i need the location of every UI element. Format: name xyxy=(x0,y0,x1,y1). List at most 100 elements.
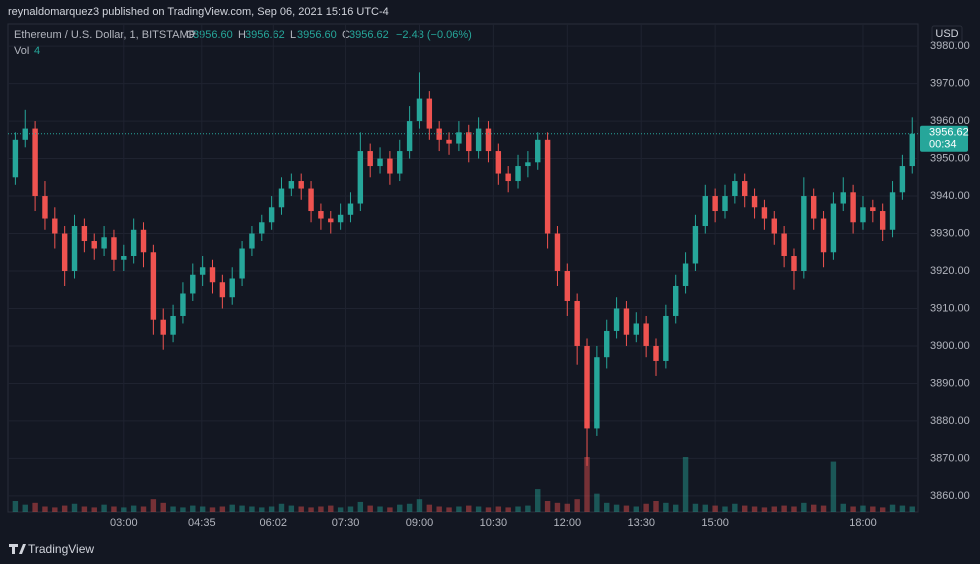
candle xyxy=(170,304,176,343)
candle-body xyxy=(111,237,117,260)
candle xyxy=(564,263,571,316)
volume-bar xyxy=(653,501,659,512)
volume-bar xyxy=(140,506,147,512)
candle xyxy=(732,173,738,204)
volume-bar xyxy=(71,503,78,512)
volume-bar xyxy=(308,507,314,512)
candle xyxy=(446,132,452,155)
candle-body xyxy=(475,128,482,152)
x-tick-label: 06:02 xyxy=(260,517,288,529)
volume-bar xyxy=(81,506,88,512)
candle-body xyxy=(781,233,787,257)
volume-bar xyxy=(889,504,896,512)
candle-body xyxy=(682,263,689,286)
volume-bar xyxy=(199,506,206,512)
candle xyxy=(604,319,610,369)
volume-bar xyxy=(781,505,787,512)
volume-bar xyxy=(61,505,68,512)
volume-bar xyxy=(850,506,856,512)
candle xyxy=(712,188,718,223)
candle-body xyxy=(791,256,797,271)
volume-bar xyxy=(840,503,846,512)
candle xyxy=(239,241,245,286)
volume-bar xyxy=(170,506,176,512)
candle-body xyxy=(751,196,758,208)
candle-body xyxy=(801,196,807,271)
volume-bar xyxy=(751,506,758,512)
candle xyxy=(61,226,68,286)
volume-bar xyxy=(278,503,285,512)
y-tick-label: 3940.00 xyxy=(930,190,970,202)
volume-bar xyxy=(899,505,906,512)
currency[interactable]: USD xyxy=(935,28,958,40)
currency-box[interactable] xyxy=(931,25,963,43)
candle xyxy=(219,274,226,309)
candle xyxy=(820,211,827,268)
candle-body xyxy=(219,282,226,298)
candle xyxy=(42,181,48,230)
candle-body xyxy=(121,256,127,260)
plot-frame xyxy=(7,23,919,513)
volume-bar xyxy=(554,502,561,512)
candle-body xyxy=(584,345,590,429)
x-tick-label: 12:00 xyxy=(554,517,582,529)
volume-bar xyxy=(673,504,679,512)
volume-bar xyxy=(771,506,777,512)
candle xyxy=(544,132,551,249)
candle-body xyxy=(879,211,886,230)
ohlc-key: L xyxy=(290,29,296,41)
candle xyxy=(121,244,127,271)
candle xyxy=(741,173,748,208)
volume-bar xyxy=(692,503,699,512)
candle-body xyxy=(101,237,107,249)
volume-bar xyxy=(406,503,413,512)
candle-body xyxy=(288,181,295,189)
candle xyxy=(702,184,708,234)
candle-body xyxy=(613,308,620,331)
candle xyxy=(308,181,314,223)
candle xyxy=(328,211,334,234)
candle-body xyxy=(535,139,541,163)
candle xyxy=(771,211,777,245)
volume-bar xyxy=(870,506,876,512)
volume-bar xyxy=(525,505,531,512)
candle xyxy=(692,214,699,271)
candle xyxy=(889,181,896,238)
volume-bar xyxy=(209,507,216,512)
y-tick-label: 3890.00 xyxy=(930,377,970,389)
volume-bar xyxy=(712,505,718,512)
candle xyxy=(623,300,630,346)
volume-bar xyxy=(485,507,492,512)
candle xyxy=(259,214,265,242)
candle xyxy=(377,147,383,174)
candle-body xyxy=(643,323,649,346)
volume-bar xyxy=(377,506,383,512)
volume-bar xyxy=(741,505,748,512)
candle-body xyxy=(150,252,157,320)
candle xyxy=(860,196,866,230)
candle xyxy=(781,226,787,268)
candle xyxy=(209,259,216,294)
candle xyxy=(633,312,640,343)
candle xyxy=(554,226,561,286)
volume-bar xyxy=(367,505,373,512)
candle xyxy=(416,72,423,129)
candle-body xyxy=(554,233,561,271)
volume-bar xyxy=(860,505,866,512)
volume-bar xyxy=(387,507,393,512)
volume-bar xyxy=(909,506,915,512)
y-tick-label: 3860.00 xyxy=(930,490,970,502)
volume-bar xyxy=(52,507,58,512)
volume-bar xyxy=(643,503,649,512)
y-tick-label: 3920.00 xyxy=(930,265,970,277)
candle xyxy=(347,192,354,223)
volume-bar xyxy=(160,502,166,512)
grid xyxy=(8,24,918,512)
x-tick-label: 18:00 xyxy=(849,517,877,529)
candle xyxy=(801,177,807,279)
x-tick-label: 13:30 xyxy=(627,517,655,529)
volume-bar xyxy=(604,502,610,512)
volume-bar xyxy=(810,504,817,512)
candle xyxy=(456,121,462,152)
